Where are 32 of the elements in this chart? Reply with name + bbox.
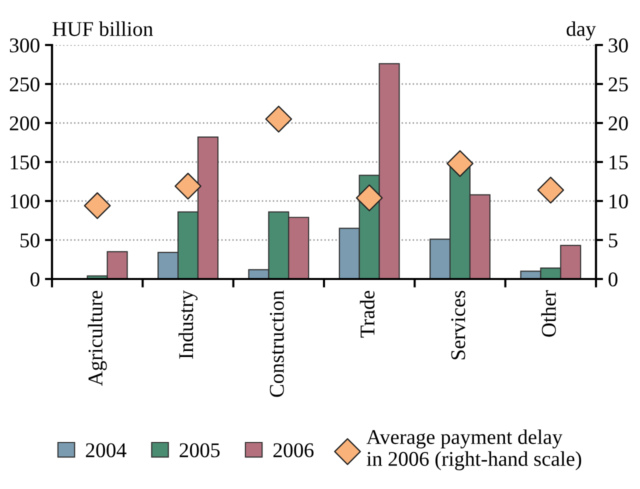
legend-label: 2004 bbox=[86, 443, 126, 458]
y-tick-label: 0 bbox=[30, 272, 40, 286]
point bbox=[537, 176, 564, 204]
legend-label: Average payment delay in 2006 (right-hand scale) bbox=[366, 429, 582, 470]
legend-label: 2005 bbox=[180, 443, 220, 458]
x-tick-label: Trade bbox=[360, 290, 375, 338]
y2-tick-label: 15 bbox=[610, 155, 628, 170]
y-tick-label: 150 bbox=[10, 155, 40, 170]
y-tick-label: 250 bbox=[10, 77, 40, 92]
y2-tick-label: 5 bbox=[609, 234, 618, 248]
x-tick-label: Construction bbox=[270, 290, 284, 397]
y2-tick-label: 10 bbox=[610, 194, 628, 208]
y-tick-label: 300 bbox=[10, 38, 40, 52]
x-tick-label: Industry bbox=[178, 290, 198, 359]
point bbox=[446, 150, 474, 177]
y-tick-label: 200 bbox=[10, 116, 40, 130]
y-axis-title: HUF billion bbox=[52, 21, 153, 36]
y2-tick-label: 30 bbox=[608, 38, 628, 52]
y-tick-label: 50 bbox=[20, 233, 40, 248]
y2-tick-label: 0 bbox=[608, 272, 618, 286]
point bbox=[84, 192, 111, 220]
point bbox=[356, 184, 383, 212]
x-tick-label: Agriculture bbox=[88, 290, 107, 386]
point bbox=[265, 106, 292, 133]
x-tick-label: Services bbox=[451, 290, 466, 360]
y2-axis-title: day bbox=[566, 21, 596, 40]
y2-tick-label: 25 bbox=[608, 77, 628, 92]
y-tick-label: 100 bbox=[10, 194, 40, 208]
y2-tick-label: 20 bbox=[608, 116, 628, 130]
point bbox=[174, 172, 202, 200]
x-tick-label: Other bbox=[541, 290, 556, 337]
legend-label: 2006 bbox=[273, 443, 314, 458]
